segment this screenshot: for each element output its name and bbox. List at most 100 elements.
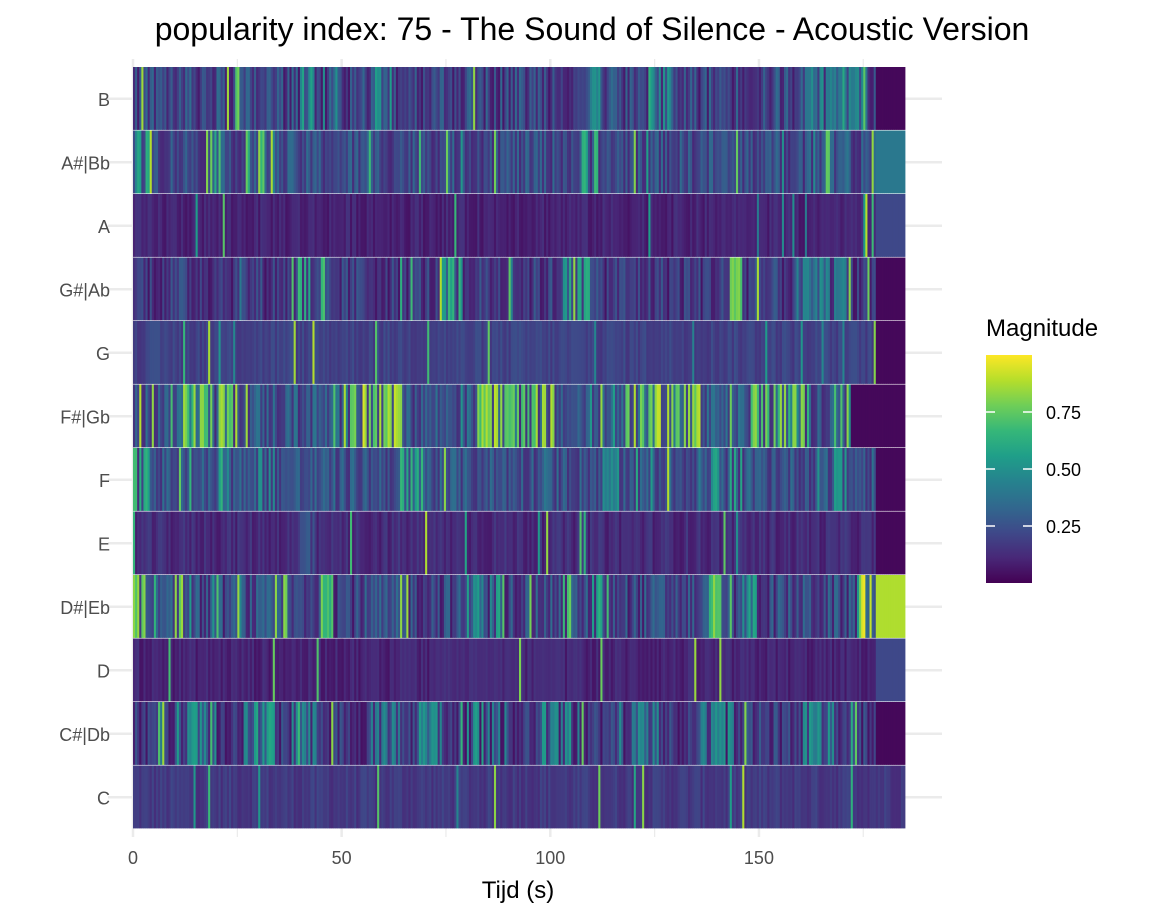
heatmap-cell [193,511,196,575]
heatmap-cell [648,194,651,257]
heatmap-cell [208,194,211,257]
heatmap-cell [147,638,151,702]
heatmap-cell [383,321,386,384]
heatmap-cell [235,384,238,448]
heatmap-cell [212,575,215,638]
heatmap-cell [362,130,365,194]
heatmap-cell [201,702,205,765]
heatmap-cell [721,194,724,257]
heatmap-cell [431,257,434,321]
heatmap-cell [322,384,326,448]
heatmap-cell [247,130,251,194]
heatmap-cell [285,257,288,321]
heatmap-cell [343,384,347,448]
heatmap-cell [840,702,843,765]
heatmap-cell [792,575,795,638]
heatmap-cell [535,257,539,321]
heatmap-cell [896,511,900,575]
heatmap-cell [554,638,557,702]
heatmap-cell [466,702,470,765]
heatmap-cell [483,194,487,257]
heatmap-cell [592,511,595,575]
heatmap-cell [692,67,695,130]
heatmap-cell [577,638,580,702]
heatmap-cell [228,384,232,448]
heatmap-cell [235,67,238,130]
heatmap-cell [702,67,706,130]
heatmap-cell [869,257,873,321]
heatmap-cell [675,257,678,321]
heatmap-cell [479,384,482,448]
heatmap-cell [308,384,311,448]
heatmap-cell [790,257,793,321]
heatmap-cell [135,765,138,829]
heatmap-cell [673,67,676,130]
heatmap-cell [322,638,326,702]
heatmap-cell [541,702,545,765]
heatmap-cell [337,130,340,194]
heatmap-cell [592,321,595,384]
heatmap-cell [740,194,743,257]
heatmap-cell [466,67,470,130]
heatmap-cell [564,575,568,638]
heatmap-cell [185,448,188,511]
heatmap-cell [898,765,902,829]
heatmap-cell [631,511,635,575]
heatmap-cell [222,130,226,194]
heatmap-cell [456,321,459,384]
heatmap-cell [343,321,347,384]
heatmap-cell [206,321,209,384]
heatmap-cell [700,67,704,130]
heatmap-cell [222,384,226,448]
heatmap-cell [600,194,603,257]
heatmap-cell [199,638,203,702]
heatmap-cell [660,130,664,194]
heatmap-cell [210,575,213,638]
heatmap-cell [281,765,284,829]
heatmap-cell [842,448,845,511]
heatmap-cell [729,130,733,194]
heatmap-cell [566,575,570,638]
heatmap-cell [170,130,174,194]
heatmap-cell [863,638,866,702]
heatmap-cell [648,638,651,702]
heatmap-cell [418,67,422,130]
heatmap-cell [754,702,758,765]
heatmap-cell [220,511,224,575]
heatmap-cell [823,765,827,829]
heatmap-cell [349,702,353,765]
heatmap-cell [360,448,363,511]
heatmap-cell [700,638,704,702]
heatmap-cell [598,702,601,765]
heatmap-cell [208,321,211,384]
heatmap-cell [589,384,593,448]
heatmap-cell [861,448,864,511]
heatmap-cell [153,448,157,511]
heatmap-cell [773,130,777,194]
heatmap-cell [354,321,357,384]
heatmap-cell [713,702,716,765]
heatmap-cell [487,448,491,511]
heatmap-cell [180,702,184,765]
heatmap-cell [840,321,843,384]
heatmap-cell [746,194,749,257]
heatmap-cell [370,321,374,384]
heatmap-cell [806,765,810,829]
heatmap-cell [352,765,355,829]
heatmap-cell [773,384,777,448]
heatmap-cell [320,575,324,638]
heatmap-cell [817,638,820,702]
heatmap-cell [658,130,662,194]
heatmap-cell [381,702,384,765]
heatmap-cell [656,257,660,321]
heatmap-cell [201,321,205,384]
heatmap-cell [767,67,770,130]
heatmap-cell [410,575,413,638]
heatmap-cell [556,575,560,638]
heatmap-cell [869,765,873,829]
heatmap-cell [347,194,351,257]
heatmap-cell [625,321,628,384]
heatmap-cell [729,384,733,448]
heatmap-cell [669,130,672,194]
heatmap-cell [448,575,451,638]
